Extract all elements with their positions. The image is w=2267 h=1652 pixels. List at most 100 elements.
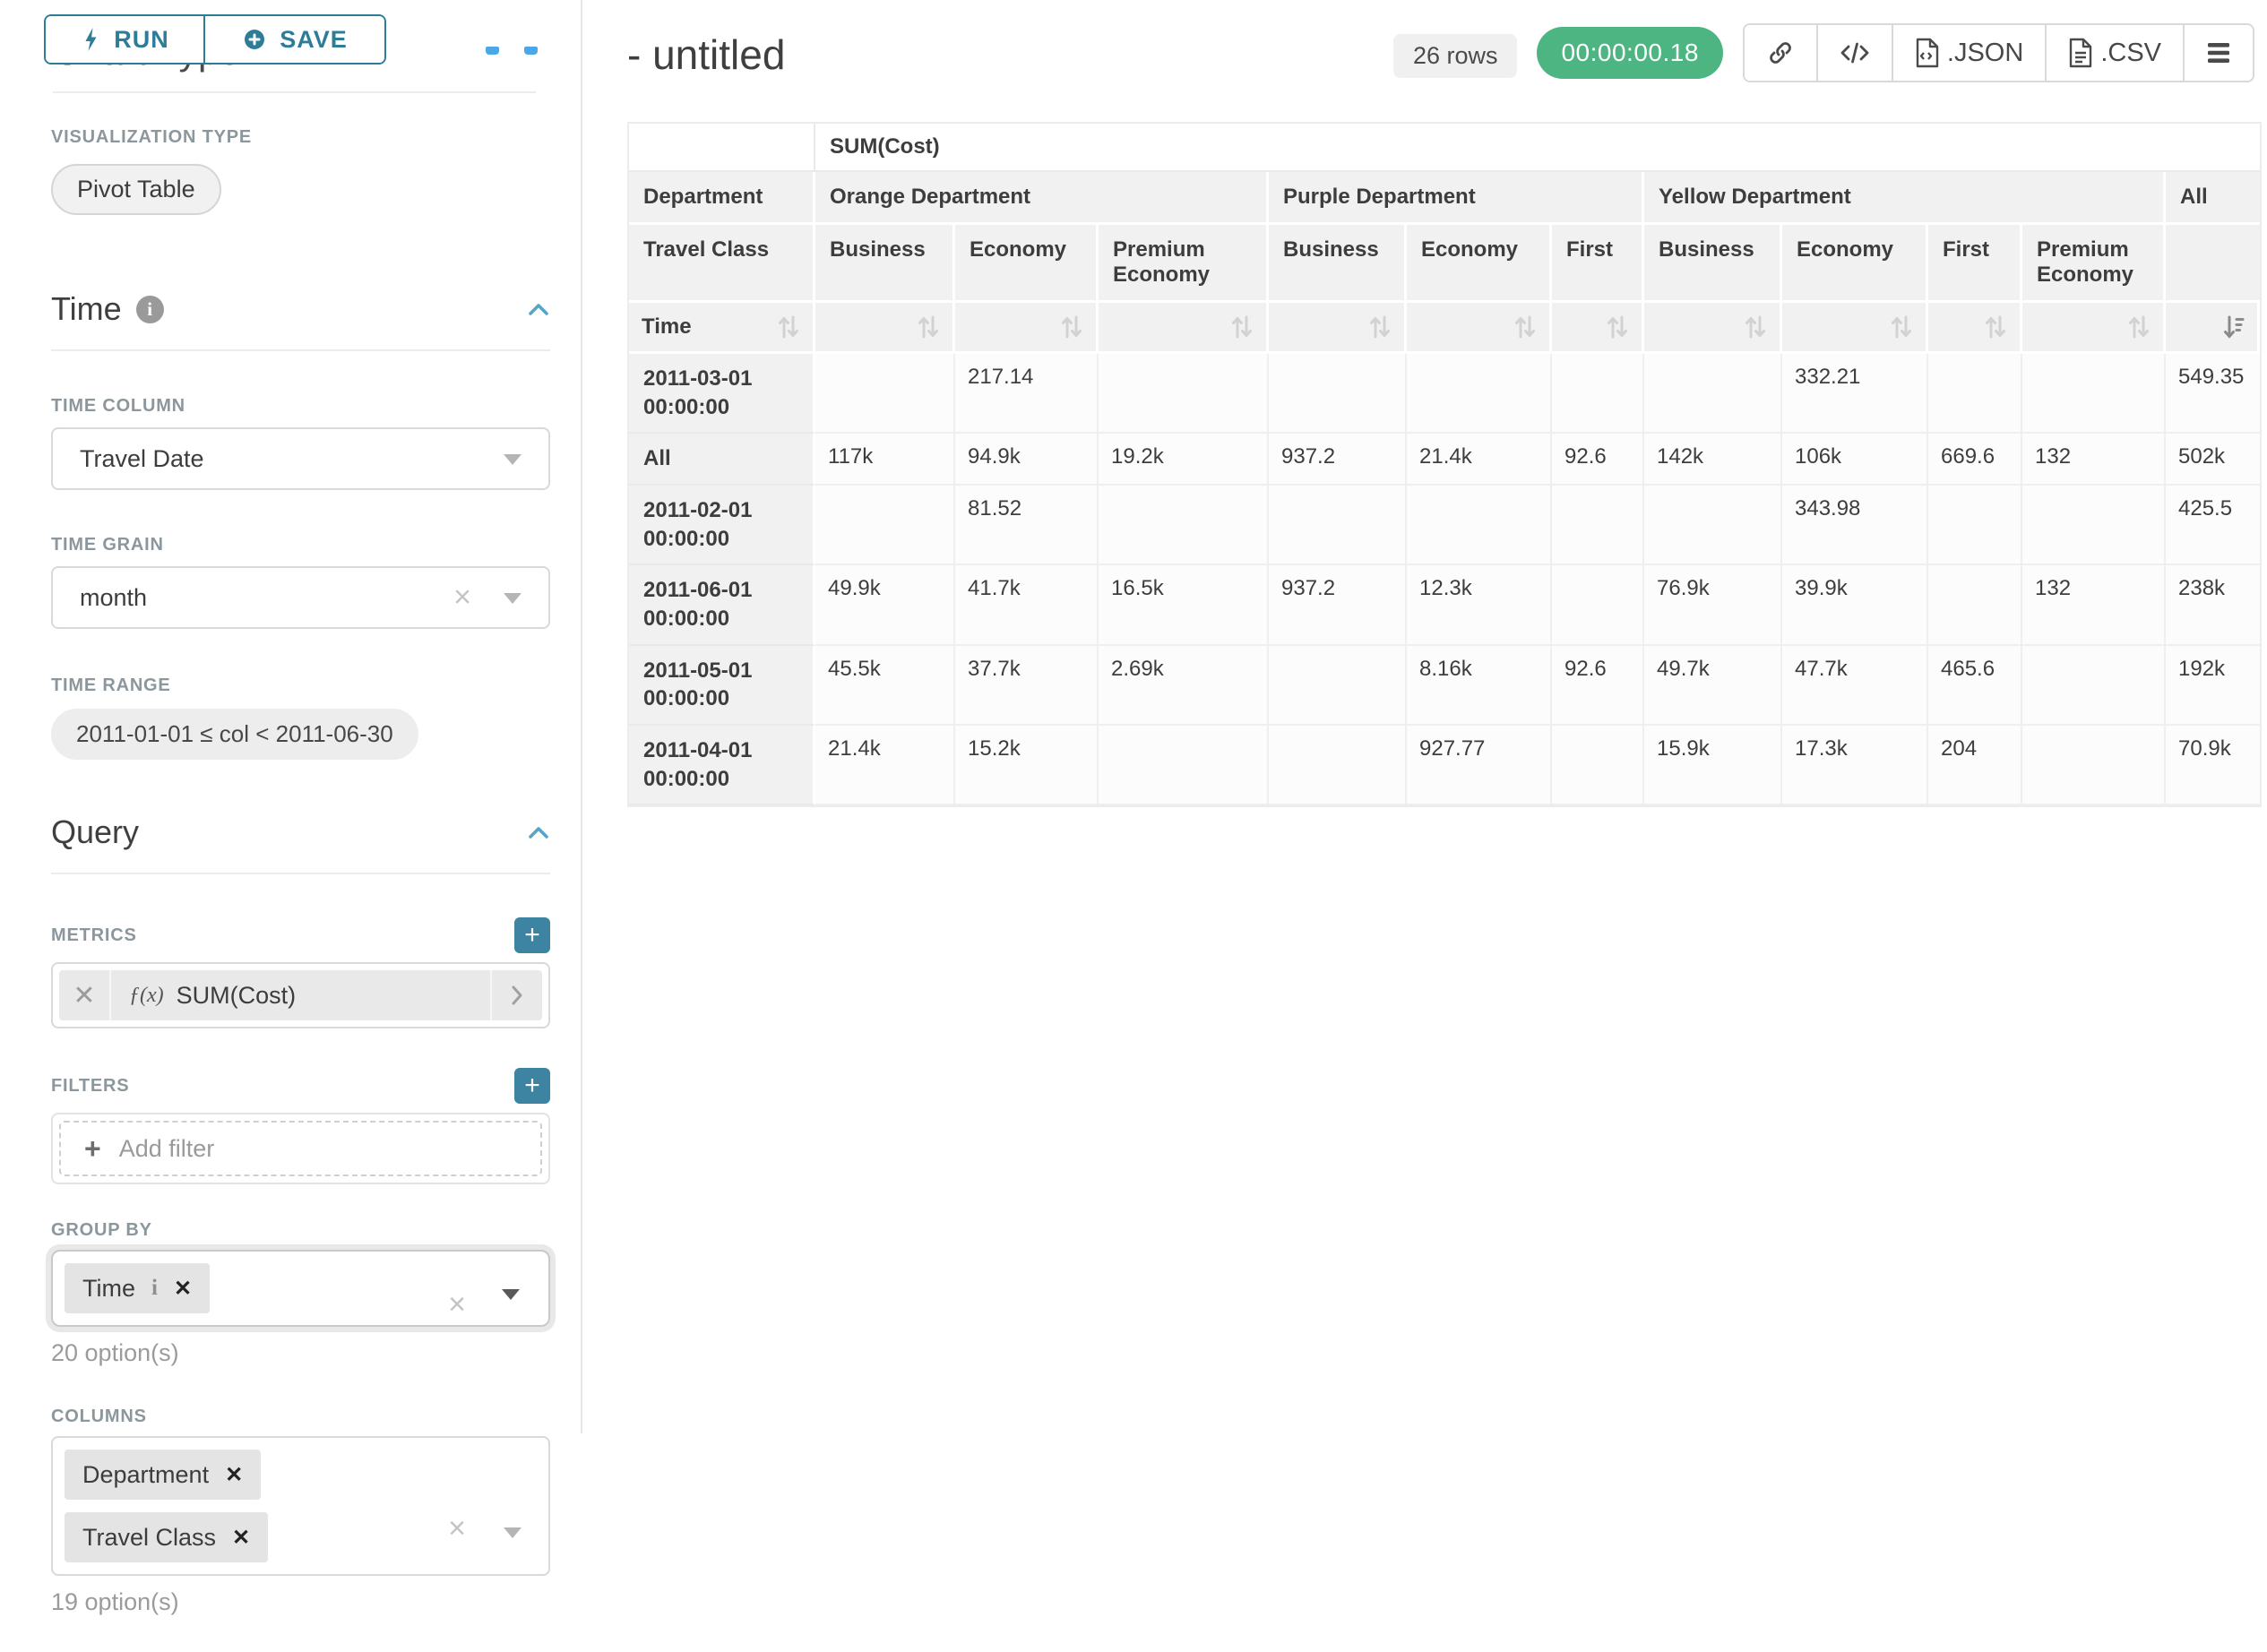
pivot-cell bbox=[2022, 726, 2166, 806]
sort-icon[interactable] bbox=[1890, 314, 1913, 340]
share-link-button[interactable] bbox=[1744, 25, 1818, 81]
pivot-sort-cell bbox=[2166, 303, 2260, 354]
run-button[interactable]: RUN bbox=[46, 16, 205, 63]
pivot-col-header: Business bbox=[815, 225, 955, 303]
chevron-up-icon[interactable] bbox=[527, 824, 550, 840]
pivot-cell: 12.3k bbox=[1407, 565, 1552, 646]
pivot-cell: 238k bbox=[2166, 565, 2260, 646]
pivot-cell bbox=[1552, 354, 1644, 435]
time-grain-value: month bbox=[80, 583, 148, 611]
sort-icon[interactable] bbox=[917, 314, 940, 340]
row-count-badge: 26 rows bbox=[1392, 33, 1518, 78]
clear-icon[interactable]: × bbox=[448, 1287, 466, 1321]
pivot-cell: 47.7k bbox=[1782, 645, 1928, 727]
chevron-up-icon[interactable] bbox=[527, 301, 550, 317]
filters-container: + Add filter bbox=[51, 1113, 550, 1184]
plus-icon: + bbox=[84, 1132, 101, 1165]
pivot-cell bbox=[815, 354, 955, 435]
pivot-sort-cell bbox=[815, 303, 955, 354]
pivot-cell: 204 bbox=[1928, 726, 2022, 806]
pivot-cell: 41.7k bbox=[955, 565, 1099, 646]
clear-icon[interactable]: × bbox=[453, 580, 471, 615]
menu-button[interactable] bbox=[2185, 25, 2253, 81]
chart-panel: - untitled 26 rows 00:00:00.18 .JSON .CS… bbox=[584, 0, 2267, 1433]
chevron-right-icon[interactable] bbox=[490, 970, 542, 1020]
sort-icon[interactable] bbox=[1513, 314, 1537, 340]
query-section-header: Query bbox=[51, 813, 550, 874]
pivot-sort-cell bbox=[1928, 303, 2022, 354]
table-row: 2011-06-01 00:00:00 49.9k 41.7k 16.5k 937.2 12… bbox=[629, 565, 2260, 646]
sort-icon[interactable] bbox=[2127, 314, 2151, 340]
chevron-down-icon bbox=[504, 1527, 521, 1538]
visualization-type-pill[interactable]: Pivot Table bbox=[51, 164, 221, 215]
selected-option-tag[interactable]: Time i ✕ bbox=[65, 1263, 211, 1313]
chart-title[interactable]: - untitled bbox=[627, 31, 786, 78]
pivot-axis-label-travel-class: Travel Class bbox=[629, 225, 815, 303]
metrics-container: ✕ ƒ(x) SUM(Cost) bbox=[51, 962, 550, 1028]
sort-icon[interactable] bbox=[1230, 314, 1254, 340]
selected-option-tag[interactable]: Travel Class ✕ bbox=[65, 1512, 269, 1562]
time-grain-select[interactable]: month × bbox=[51, 566, 550, 629]
selected-option-tag[interactable]: Department ✕ bbox=[65, 1450, 262, 1500]
hamburger-menu-icon bbox=[2208, 43, 2229, 63]
file-lines-icon bbox=[2070, 38, 2092, 68]
pivot-col-header: First bbox=[1552, 225, 1644, 303]
time-column-select[interactable]: Travel Date bbox=[51, 427, 550, 490]
remove-tag-icon[interactable]: ✕ bbox=[225, 1462, 244, 1487]
add-filter-plus-button[interactable]: + bbox=[514, 1068, 550, 1104]
sort-icon[interactable] bbox=[1606, 314, 1629, 340]
view-query-button[interactable] bbox=[1817, 25, 1893, 81]
group-by-label: GROUP BY bbox=[51, 1220, 152, 1240]
columns-select[interactable]: Department ✕ Travel Class ✕ × bbox=[51, 1436, 550, 1576]
pivot-cell bbox=[1269, 354, 1407, 435]
pivot-row-axis-header: Time bbox=[629, 303, 815, 354]
sort-icon[interactable] bbox=[1060, 314, 1083, 340]
export-json-button[interactable]: .JSON bbox=[1892, 25, 2047, 81]
time-range-pill[interactable]: 2011-01-01 ≤ col < 2011-06-30 bbox=[51, 709, 418, 760]
sort-icon[interactable] bbox=[1368, 314, 1392, 340]
pivot-cell: 669.6 bbox=[1928, 434, 2022, 486]
pivot-cell: 502k bbox=[2166, 434, 2260, 486]
pivot-cell: 37.7k bbox=[955, 645, 1099, 727]
collapse-chevrons-clipped[interactable] bbox=[486, 47, 538, 55]
metric-pill[interactable]: ✕ ƒ(x) SUM(Cost) bbox=[59, 970, 542, 1020]
remove-tag-icon[interactable]: ✕ bbox=[173, 1276, 193, 1301]
query-timer-badge: 00:00:00.18 bbox=[1537, 27, 1723, 79]
tag-label: Department bbox=[82, 1460, 210, 1488]
group-by-select[interactable]: Time i ✕ × bbox=[51, 1250, 550, 1327]
pivot-row-label: 2011-05-01 00:00:00 bbox=[629, 645, 815, 727]
table-row: 2011-03-01 00:00:00 217.14 332.21 549.35 bbox=[629, 354, 2260, 435]
pivot-col-header: Business bbox=[1644, 225, 1782, 303]
add-filter-button[interactable]: + Add filter bbox=[59, 1121, 542, 1176]
pivot-cell bbox=[1099, 486, 1269, 566]
pivot-cell bbox=[1407, 354, 1552, 435]
pivot-sort-cell bbox=[1644, 303, 1782, 354]
sort-icon[interactable] bbox=[1984, 314, 2007, 340]
plus-circle-icon bbox=[245, 30, 265, 49]
sort-desc-icon[interactable] bbox=[2221, 314, 2245, 340]
metrics-label: METRICS bbox=[51, 925, 137, 945]
sort-icon[interactable] bbox=[777, 314, 800, 340]
add-metric-button[interactable]: + bbox=[514, 917, 550, 953]
pivot-cell bbox=[1552, 726, 1644, 806]
file-code-icon bbox=[1916, 38, 1939, 68]
save-button[interactable]: SAVE bbox=[205, 16, 384, 63]
pivot-cell: 549.35 bbox=[2166, 354, 2260, 435]
pivot-cell: 2.69k bbox=[1099, 645, 1269, 727]
export-csv-button[interactable]: .CSV bbox=[2047, 25, 2185, 81]
tag-label: Time bbox=[82, 1274, 135, 1302]
pivot-cell: 81.52 bbox=[955, 486, 1099, 566]
pivot-cell bbox=[1928, 565, 2022, 646]
run-save-button-group: RUN SAVE bbox=[44, 14, 386, 65]
remove-tag-icon[interactable]: ✕ bbox=[232, 1525, 251, 1550]
lightning-icon bbox=[85, 28, 97, 51]
clear-icon[interactable]: × bbox=[448, 1511, 466, 1545]
export-json-label: .JSON bbox=[1946, 38, 2024, 67]
chevron-down-icon bbox=[504, 454, 521, 465]
pivot-sort-cell bbox=[1782, 303, 1928, 354]
sort-icon[interactable] bbox=[1744, 314, 1767, 340]
pivot-metric-header: SUM(Cost) bbox=[815, 124, 2260, 172]
remove-metric-icon[interactable]: ✕ bbox=[59, 970, 111, 1020]
pivot-cell bbox=[1407, 486, 1552, 566]
pivot-col-header: First bbox=[1928, 225, 2022, 303]
